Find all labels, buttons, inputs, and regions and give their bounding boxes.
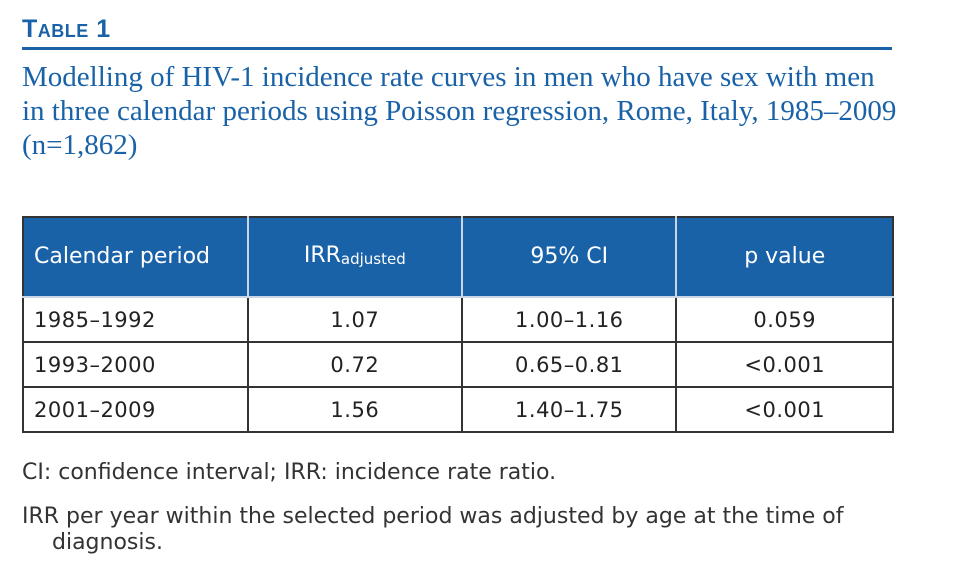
cell-irr: 0.72 [246,341,464,388]
header-irr-subscript: adjusted [340,249,406,268]
header-irr-adjusted: IRRadjusted [246,216,464,298]
cell-period: 1985–1992 [22,296,249,343]
cell-irr: 1.07 [246,296,464,343]
cell-ci: 1.40–1.75 [461,386,678,433]
cell-irr: 1.56 [246,386,464,433]
cell-p-value: 0.059 [675,296,894,343]
table-row: 1985–1992 1.07 1.00–1.16 0.059 [22,296,894,343]
footnote-abbreviations: CI: confidence interval; IRR: incidence … [22,460,557,485]
cell-ci: 1.00–1.16 [461,296,678,343]
table-label: Table 1 [22,15,111,43]
cell-period: 1993–2000 [22,341,249,388]
cell-period: 2001–2009 [22,386,249,433]
table-caption: Modelling of HIV-1 incidence rate curves… [22,61,897,161]
header-calendar-period: Calendar period [22,216,249,298]
header-p-value: p value [675,216,894,298]
header-95-ci: 95% CI [461,216,678,298]
header-row: Calendar period IRRadjusted 95% CI p val… [22,216,894,298]
cell-p-value: <0.001 [675,341,894,388]
cell-ci: 0.65–0.81 [461,341,678,388]
results-table: Calendar period IRRadjusted 95% CI p val… [22,216,894,433]
cell-p-value: <0.001 [675,386,894,433]
table-row: 1993–2000 0.72 0.65–0.81 <0.001 [22,341,894,388]
footnote-adjustment: IRR per year within the selected period … [22,504,844,555]
table-row: 2001–2009 1.56 1.40–1.75 <0.001 [22,386,894,433]
header-irr-label: IRR [303,242,341,268]
title-rule [22,47,892,50]
